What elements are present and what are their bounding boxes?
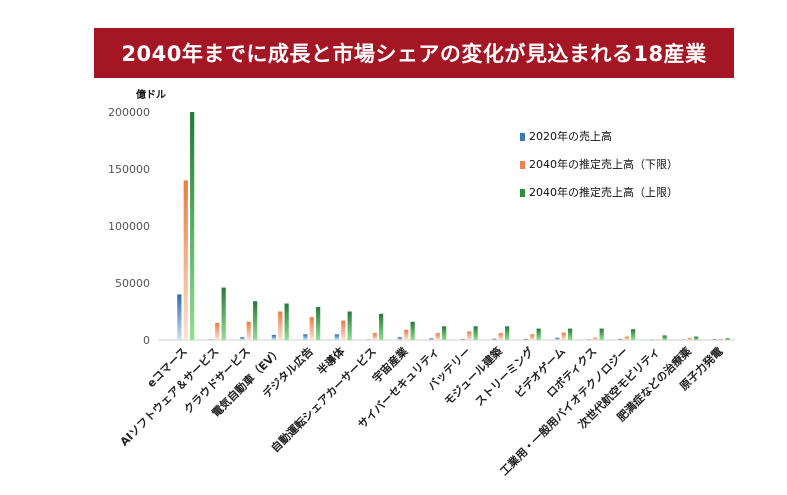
bar-2020: [618, 338, 623, 340]
bar-2040-high: [190, 112, 195, 340]
bar-2040-high: [631, 329, 636, 340]
bar-2040-high: [379, 313, 384, 340]
bar-2020: [681, 339, 686, 341]
bar-2020: [271, 334, 276, 340]
bar-2020: [586, 339, 591, 341]
bar-2040-high: [221, 287, 226, 340]
chart-title: 2040年までに成長と市場シェアの変化が見込まれる18産業: [121, 42, 707, 66]
bar-2040-low: [309, 317, 314, 340]
bar-2040-high: [505, 326, 510, 340]
bar-2020: [460, 339, 465, 340]
bar-2020: [429, 338, 434, 340]
legend-swatch: [520, 189, 525, 197]
bar-2020: [555, 337, 560, 340]
bar-2040-high: [316, 306, 321, 340]
bar-2040-high: [568, 328, 573, 340]
bar-2040-low: [656, 339, 661, 341]
bar-2040-low: [372, 333, 377, 340]
legend-label: 2040年の推定売上高（下限）: [529, 157, 678, 171]
y-tick-label: 150000: [108, 163, 150, 176]
bar-2020: [523, 338, 528, 340]
bar-2020: [208, 339, 213, 341]
y-tick-label: 100000: [108, 220, 150, 233]
bar-2040-high: [473, 326, 478, 340]
y-tick-label: 50000: [115, 277, 150, 290]
bar-2020: [240, 337, 245, 340]
bar-2020: [649, 339, 654, 341]
bar-2020: [177, 294, 182, 340]
bar-2040-low: [530, 334, 535, 340]
bar-2040-low: [561, 332, 566, 340]
legend-label: 2020年の売上高: [529, 129, 612, 143]
bar-2040-low: [593, 337, 598, 340]
bar-2020: [303, 334, 308, 340]
bar-2040-low: [467, 331, 472, 340]
legend-swatch: [520, 133, 525, 141]
bar-2040-high: [662, 335, 667, 340]
bar-2040-high: [536, 328, 541, 340]
y-tick-label: 0: [143, 334, 150, 347]
bar-2040-low: [404, 329, 409, 340]
bar-2040-low: [341, 320, 346, 340]
legend-swatch: [520, 161, 525, 169]
bar-2020: [712, 339, 717, 340]
bar-2020: [366, 339, 371, 341]
bar-2040-high: [410, 321, 415, 340]
bar-2040-low: [183, 180, 188, 340]
bar-2040-high: [253, 301, 258, 340]
bar-2020: [492, 338, 497, 340]
bar-2040-low: [215, 322, 220, 340]
bar-2040-high: [599, 328, 604, 340]
y-unit-label: 億ドル: [136, 88, 166, 101]
bar-2040-low: [498, 333, 503, 340]
bar-2040-high: [347, 311, 352, 340]
bar-2040-high: [694, 336, 699, 340]
bar-2040-low: [624, 336, 629, 340]
bar-2040-low: [719, 339, 724, 340]
bar-2020: [334, 334, 339, 340]
bar-2040-high: [284, 303, 289, 340]
bar-2040-high: [442, 326, 447, 340]
bar-2040-low: [687, 337, 692, 340]
bar-2040-high: [725, 338, 730, 340]
y-tick-label: 200000: [108, 106, 150, 119]
chart-title-banner: 2040年までに成長と市場シェアの変化が見込まれる18産業: [94, 28, 734, 78]
bar-2040-low: [246, 321, 251, 340]
legend-label: 2040年の推定売上高（上限）: [529, 185, 678, 199]
bar-2040-low: [278, 311, 283, 340]
bar-2020: [397, 337, 402, 340]
bar-2040-low: [435, 333, 440, 340]
